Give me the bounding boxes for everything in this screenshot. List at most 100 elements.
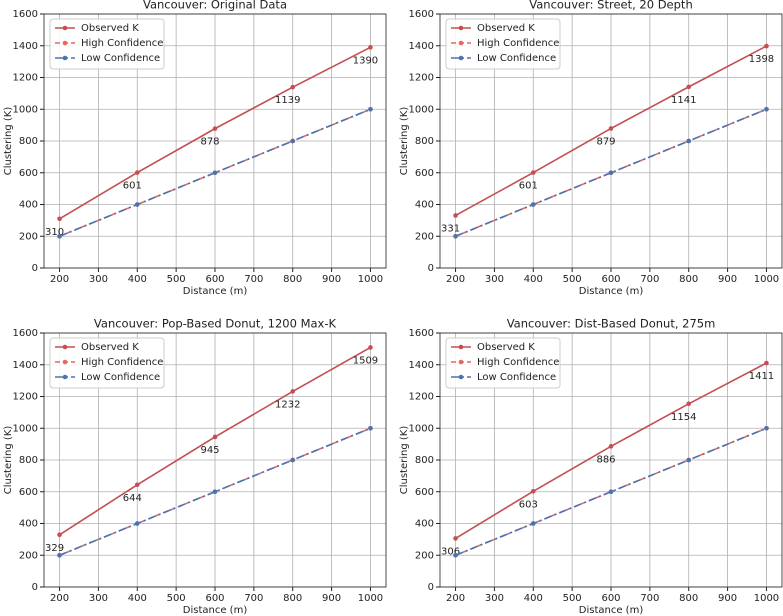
marker [368, 345, 373, 350]
data-label: 1139 [275, 95, 300, 106]
legend-label: Observed K [81, 342, 139, 353]
chart-title: Vancouver: Original Data [143, 0, 287, 12]
data-label: 945 [200, 445, 219, 456]
x-tick-label: 400 [524, 593, 543, 604]
y-tick-label: 800 [19, 455, 38, 466]
marker [368, 106, 373, 112]
y-axis-label: Clustering (K) [3, 107, 14, 176]
marker [686, 138, 692, 144]
y-tick-label: 400 [415, 519, 434, 530]
legend-label: Observed K [81, 23, 139, 34]
x-tick-label: 1000 [754, 274, 779, 285]
x-tick-label: 500 [563, 593, 582, 604]
marker [530, 170, 536, 175]
marker [764, 360, 769, 366]
marker [530, 488, 536, 494]
y-tick-label: 0 [32, 263, 38, 274]
y-tick-label: 1400 [13, 41, 38, 52]
legend-marker [62, 40, 68, 46]
x-tick-label: 600 [601, 274, 620, 285]
x-tick-label: 200 [446, 274, 465, 285]
marker [608, 126, 614, 131]
x-axis-label: Distance (m) [579, 286, 644, 297]
y-tick-label: 1600 [409, 328, 434, 339]
legend-marker [62, 359, 68, 365]
data-label: 886 [596, 454, 615, 465]
marker [212, 489, 218, 495]
x-tick-label: 1000 [358, 593, 383, 604]
legend-label: High Confidence [477, 357, 559, 368]
marker [368, 425, 373, 431]
chart-title: Vancouver: Pop-Based Donut, 1200 Max-K [94, 317, 337, 331]
x-tick-label: 700 [640, 274, 659, 285]
x-axis-label: Distance (m) [183, 605, 248, 616]
marker [453, 552, 458, 558]
data-label: 603 [519, 499, 538, 510]
marker [764, 106, 769, 112]
legend-box [49, 18, 165, 70]
legend-box [445, 18, 561, 70]
marker [608, 444, 614, 449]
marker [57, 552, 62, 558]
legend-label: Observed K [477, 23, 535, 34]
marker [57, 233, 62, 239]
legend-label: Low Confidence [477, 53, 556, 64]
data-label: 878 [200, 137, 219, 148]
subplot: 200 300 400 500 600 700 800 900 1000 0 200 400 600 80… [399, 317, 783, 616]
legend-marker [458, 359, 464, 365]
y-tick-label: 1200 [13, 392, 38, 403]
legend-label: Low Confidence [81, 372, 160, 383]
x-tick-label: 700 [244, 274, 263, 285]
x-tick-label: 300 [485, 274, 504, 285]
y-tick-label: 200 [415, 231, 434, 242]
y-tick-label: 1400 [409, 41, 434, 52]
y-tick-label: 400 [19, 200, 38, 211]
marker [212, 170, 218, 176]
x-tick-label: 400 [128, 593, 147, 604]
y-tick-label: 200 [19, 550, 38, 561]
subplot: 200 300 400 500 600 700 800 900 1000 0 200 400 600 80… [399, 0, 783, 297]
y-tick-label: 1200 [409, 392, 434, 403]
y-tick-label: 1200 [409, 73, 434, 84]
marker [608, 489, 614, 495]
x-axis-label: Distance (m) [183, 286, 248, 297]
x-tick-label: 800 [679, 274, 698, 285]
marker [290, 389, 296, 394]
data-label: 331 [441, 223, 460, 234]
x-tick-label: 900 [322, 593, 341, 604]
marker [453, 213, 458, 218]
x-tick-label: 200 [50, 274, 69, 285]
x-tick-label: 600 [205, 593, 224, 604]
x-tick-label: 700 [244, 593, 263, 604]
data-label: 1154 [671, 412, 696, 423]
marker [686, 84, 692, 90]
axes-frame [439, 13, 783, 269]
x-tick-label: 500 [167, 274, 186, 285]
y-axis-label: Clustering (K) [399, 426, 410, 495]
y-tick-label: 200 [19, 231, 38, 242]
marker [453, 536, 458, 541]
marker [608, 170, 614, 176]
y-tick-label: 200 [415, 550, 434, 561]
chart-title: Vancouver: Street, 20 Depth [529, 0, 692, 12]
marker [530, 202, 536, 207]
y-tick-label: 600 [415, 168, 434, 179]
marker [686, 401, 692, 407]
axes-frame [43, 13, 387, 269]
legend-marker [458, 374, 464, 380]
data-label: 1141 [671, 95, 696, 106]
y-tick-label: 1600 [409, 9, 434, 20]
marker [764, 425, 769, 431]
y-tick-label: 600 [19, 487, 38, 498]
x-tick-label: 600 [601, 593, 620, 604]
data-label: 879 [596, 136, 615, 147]
x-tick-label: 200 [446, 593, 465, 604]
x-tick-label: 800 [283, 593, 302, 604]
y-tick-label: 0 [428, 582, 434, 593]
marker [134, 202, 140, 207]
x-tick-label: 900 [718, 274, 737, 285]
x-tick-label: 800 [283, 274, 302, 285]
legend-label: High Confidence [477, 38, 559, 49]
x-axis-label: Distance (m) [579, 605, 644, 616]
marker [57, 532, 62, 538]
